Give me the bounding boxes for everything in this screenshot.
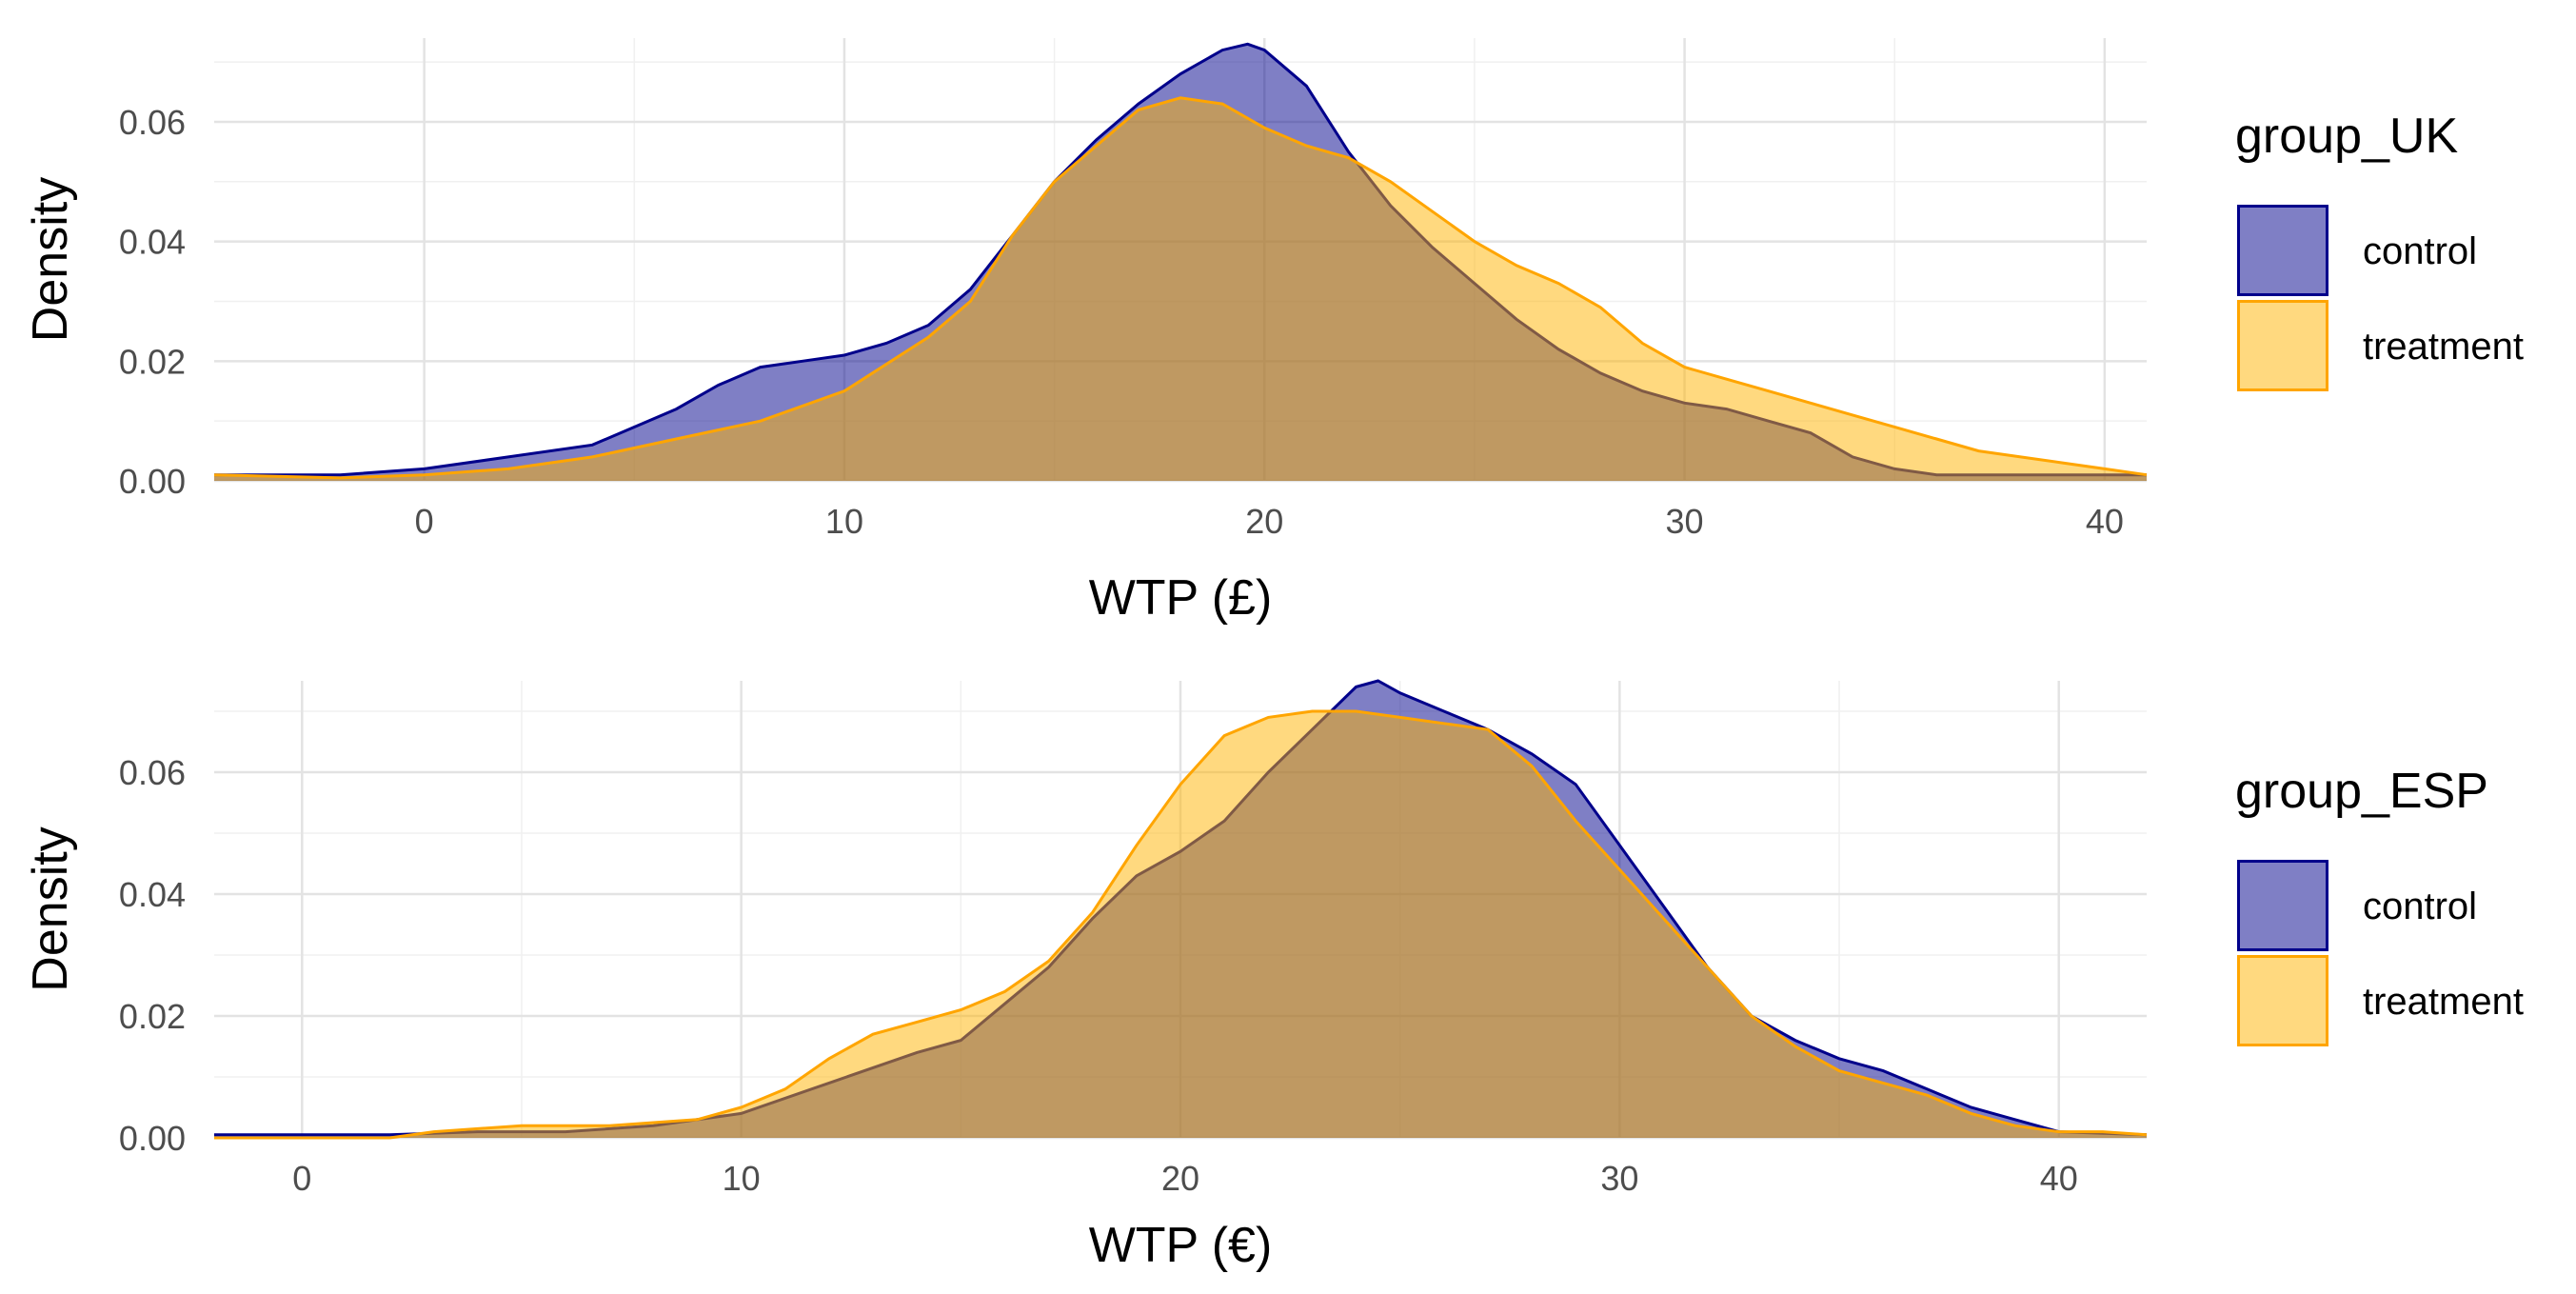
uk-x-tick-label: 40 (2086, 502, 2124, 541)
esp-density-panel: 0 10 20 30 40 0.00 0.02 0.04 0.06 WTP (€) Density g… (23, 679, 2524, 1273)
esp-x-tick-label: 10 (723, 1159, 761, 1198)
uk-treatment-density-area (214, 97, 2147, 482)
esp-x-tick-label: 30 (1600, 1159, 1638, 1198)
esp-x-axis-title: WTP (€) (1089, 1218, 1273, 1273)
esp-y-tick-label: 0.06 (119, 753, 186, 792)
uk-legend-swatch-treatment (2237, 300, 2328, 391)
uk-legend-label-treatment: treatment (2363, 326, 2524, 368)
esp-y-axis-title: Density (23, 826, 78, 991)
esp-x-tick-label: 0 (292, 1159, 311, 1198)
uk-y-tick-label: 0.02 (119, 342, 186, 381)
uk-density-panel: 0 10 20 30 40 0.00 0.02 0.04 0.06 WTP (£) Density g… (23, 38, 2524, 626)
uk-legend-swatch-control (2237, 205, 2328, 296)
uk-y-tick-label: 0.04 (119, 223, 186, 262)
esp-x-tick-label: 20 (1161, 1159, 1199, 1198)
esp-legend-label-control: control (2363, 886, 2477, 927)
uk-y-tick-label: 0.00 (119, 462, 186, 501)
uk-x-tick-label: 0 (415, 502, 434, 541)
esp-y-tick-label: 0.00 (119, 1119, 186, 1158)
esp-y-tick-label: 0.04 (119, 875, 186, 914)
uk-y-tick-label: 0.06 (119, 103, 186, 142)
esp-treatment-density-area (214, 711, 2147, 1138)
uk-x-tick-label: 20 (1245, 502, 1283, 541)
uk-legend-label-control: control (2363, 230, 2477, 272)
esp-legend-title: group_ESP (2235, 764, 2488, 819)
esp-y-tick-label: 0.02 (119, 997, 186, 1036)
esp-legend-swatch-control (2237, 860, 2328, 951)
uk-y-axis-title: Density (23, 177, 78, 342)
uk-x-tick-label: 30 (1666, 502, 1704, 541)
uk-treatment-density-line (213, 96, 2148, 480)
uk-x-tick-label: 10 (825, 502, 863, 541)
uk-x-axis-title: WTP (£) (1089, 570, 1273, 626)
esp-legend-swatch-treatment (2237, 955, 2328, 1046)
esp-legend-label-treatment: treatment (2363, 981, 2524, 1023)
esp-x-tick-label: 40 (2040, 1159, 2078, 1198)
uk-legend-title: group_UK (2235, 109, 2458, 164)
esp-treatment-density-line (214, 709, 2148, 1140)
